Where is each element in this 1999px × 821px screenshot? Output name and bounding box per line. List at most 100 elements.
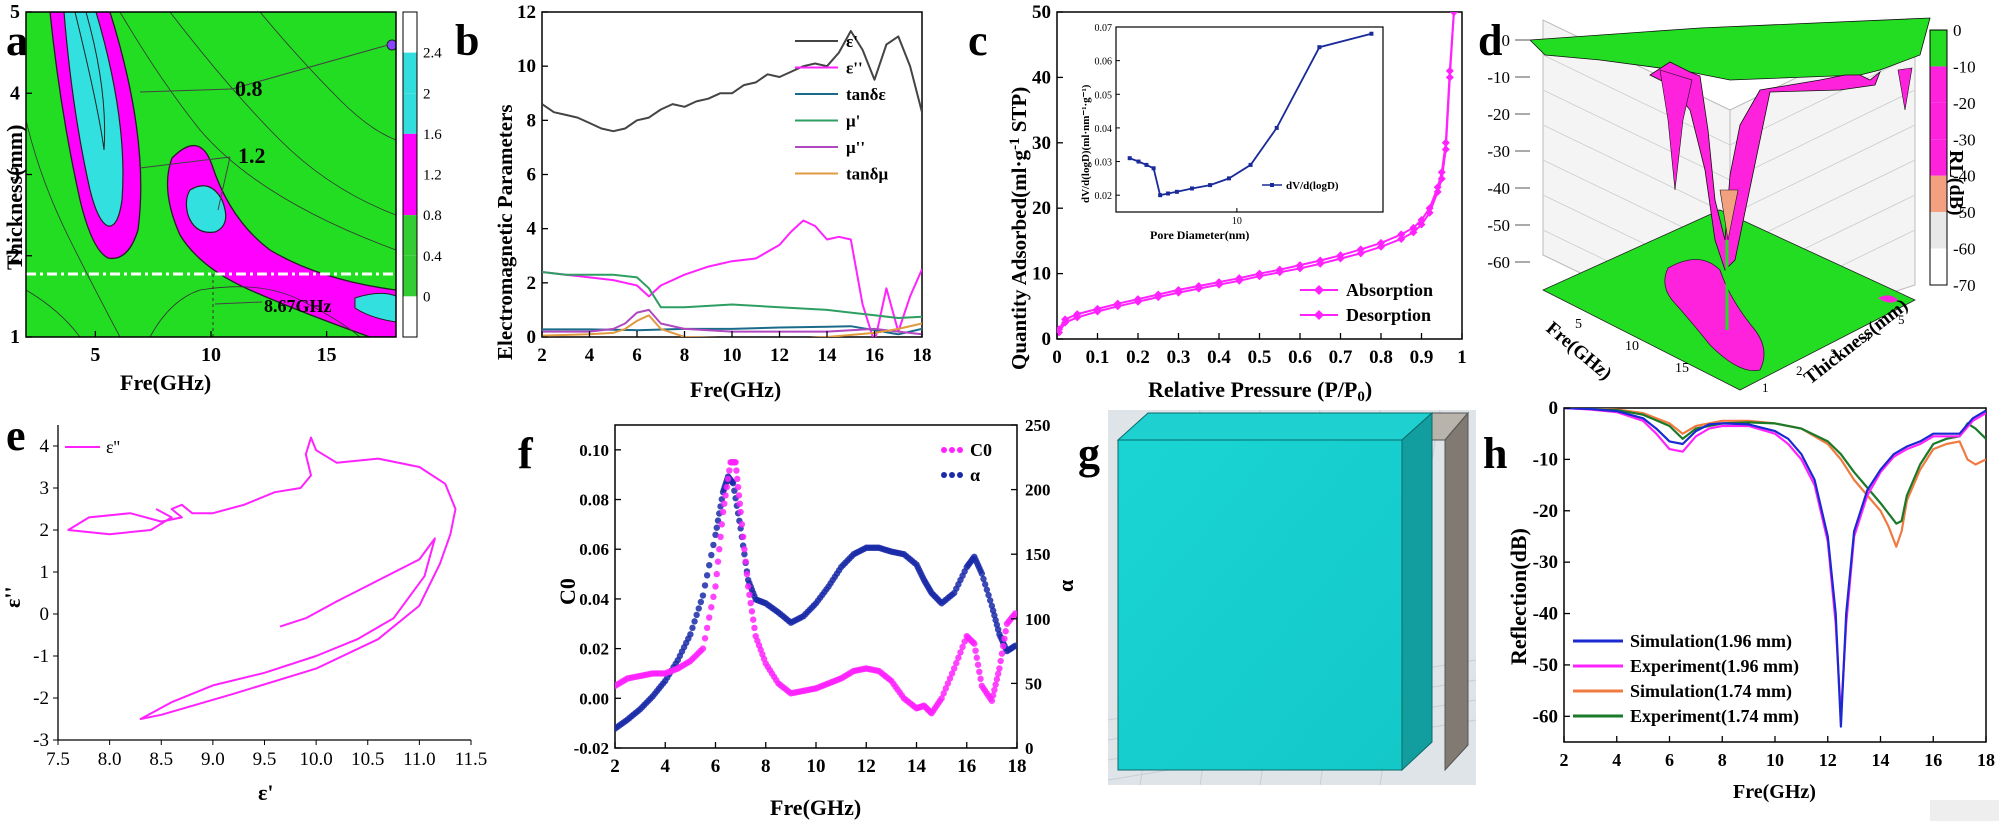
x-tick-label: 6 [1665, 750, 1674, 770]
scatter-point [699, 645, 707, 652]
x-ticks-d: 5 10 15 1 2 3 4 5 [1575, 312, 1905, 395]
series-marker [1057, 325, 1064, 334]
scatter-point [1012, 642, 1017, 649]
series-marker [1296, 261, 1304, 270]
y-tick-label: 1 [1762, 380, 1769, 395]
x-axis-label-f: Fre(GHz) [770, 795, 861, 820]
colorbar-segment [403, 174, 417, 216]
scatter-point [697, 598, 705, 606]
z-tick-label: -20 [1487, 105, 1510, 124]
z-tick-label: -40 [1487, 179, 1510, 198]
scatter-point [735, 492, 743, 499]
series-line [542, 30, 922, 133]
scatter-point [938, 695, 945, 702]
y-tick-label: 5 [10, 1, 20, 23]
scatter-point [708, 551, 715, 559]
x-tick-label: 14 [907, 756, 927, 777]
series-marker [1449, 12, 1458, 16]
scatter-point [687, 631, 694, 638]
y-tick-label: -10 [1533, 449, 1558, 470]
scatter-point [693, 611, 700, 619]
inset-y-label: dV/d(logD)(ml·nm⁻¹·g⁻¹) [1080, 84, 1092, 203]
annotation-arrow [139, 156, 231, 169]
z-axis-label-d: RL(dB) [1945, 150, 1967, 216]
y-tick-label: 0.02 [579, 640, 609, 659]
x-tick-label: 0 [1052, 347, 1062, 368]
colorbar-segment [1930, 175, 1947, 213]
x-tick-label: 10 [201, 344, 221, 366]
y-tick-label: 8 [527, 110, 537, 131]
scatter-point [1012, 610, 1017, 617]
series-marker [1409, 228, 1418, 237]
x-tick-label: 8 [1718, 750, 1727, 770]
inset-marker [1189, 186, 1194, 191]
inset-marker [1158, 193, 1163, 198]
series-line [1564, 408, 1986, 718]
plot-area-f [615, 459, 1017, 732]
x-tick-label: 18 [1008, 756, 1027, 777]
legend-marker [1314, 310, 1324, 320]
scatter-point [706, 614, 713, 621]
inset-legend-label: dV/d(logD) [1286, 180, 1339, 192]
colorbar-label: 2.4 [423, 46, 442, 62]
y-tick-label: 150 [1025, 545, 1051, 564]
scatter-point [737, 508, 744, 516]
scatter-point [971, 640, 978, 647]
scatter-point [718, 521, 725, 528]
scatter-point [719, 508, 727, 516]
inset-y-tick-label: 0.07 [1095, 23, 1113, 34]
x-tick-label: 0.7 [1329, 347, 1353, 368]
y-tick-label: 4 [1864, 329, 1871, 344]
y-axis-label-e: ε'' [0, 586, 25, 608]
colorbar-label: 0.4 [423, 249, 442, 265]
x-axis-label-c: Relative Pressure (P/P0) [1148, 377, 1372, 405]
x-tick-label: 5 [1575, 317, 1582, 332]
y-tick-label: 0 [527, 327, 537, 348]
contour-line [149, 286, 361, 337]
scatter-point [999, 642, 1007, 650]
x-tick-label: 0.3 [1167, 347, 1191, 368]
scatter-point [726, 467, 733, 474]
scatter-point [994, 670, 1002, 678]
scatter-point [744, 583, 752, 590]
colorbar-segment [403, 255, 417, 297]
x-tick-label: 4 [585, 345, 595, 366]
scatter-point [713, 570, 720, 578]
legend-label: α [970, 465, 980, 485]
scatter-point [723, 483, 731, 491]
scatter-point [942, 685, 950, 692]
plot-frame-h [1563, 407, 1987, 743]
legend-label: Absorption [1346, 280, 1433, 300]
colorbar-segment [1930, 248, 1947, 285]
z-tick-label: 0 [1502, 31, 1511, 50]
series-marker [1425, 204, 1434, 213]
colorbar-label: 0.8 [423, 208, 442, 224]
y-tick-label: 1 [10, 326, 20, 348]
inset-marker [1174, 189, 1179, 194]
series-marker [1445, 66, 1454, 75]
colorbar-segment [403, 215, 417, 256]
y-tick-label: 0.04 [579, 590, 609, 609]
contour-band-cyan-1 [63, 12, 124, 227]
absorber-side-face [1401, 411, 1433, 772]
x-tick-label: 10 [807, 756, 826, 777]
inset-y-tick-label: 0.04 [1095, 124, 1113, 135]
series-marker [1441, 138, 1450, 147]
x-tick-label: 12 [770, 345, 789, 366]
y-tick-label: 0 [1549, 398, 1559, 419]
series-line [67, 436, 457, 720]
series-marker [1073, 310, 1082, 319]
y-tick-label: -2 [33, 688, 49, 709]
x-tick-label: 2 [610, 756, 620, 777]
scatter-point [944, 680, 952, 687]
x-tick-label: 16 [1924, 750, 1942, 770]
y-axis-label-a: Thickness(mm) [2, 125, 27, 270]
x-tick-label: 0.4 [1207, 347, 1231, 368]
y-tick-label: -40 [1533, 604, 1558, 625]
panel-label-f: f [518, 429, 534, 478]
contour-band-cyan-2 [185, 185, 227, 233]
axes-h: 2 4 6 8 10 12 14 16 18 0 -10 -20 -30 -40 -50 -60 [1533, 398, 1995, 770]
inset-marker [1369, 31, 1374, 36]
scatter-point [736, 500, 743, 507]
